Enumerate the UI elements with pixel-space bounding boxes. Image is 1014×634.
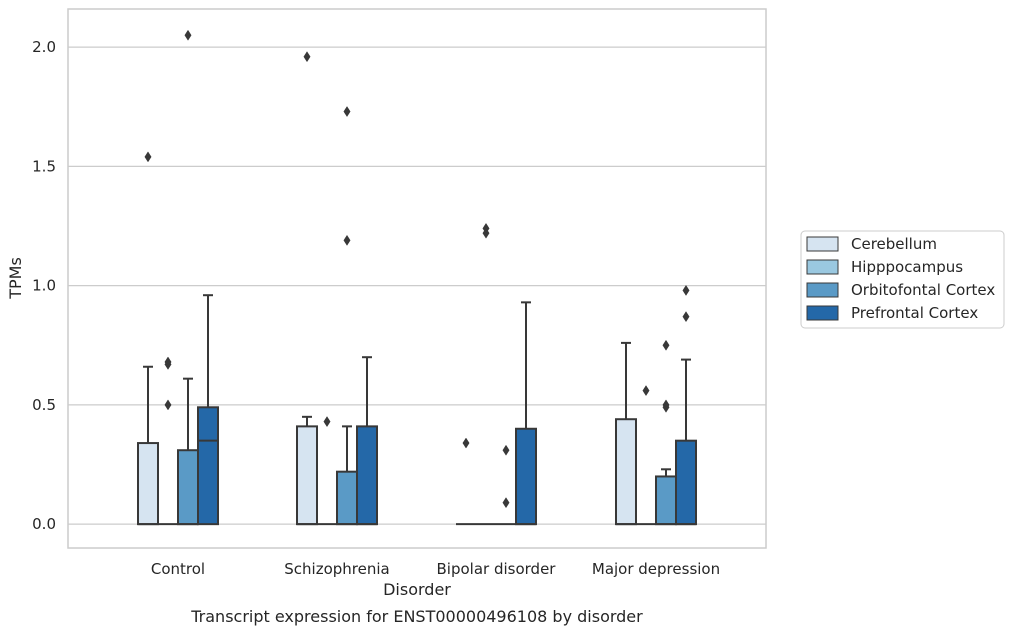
chart-caption: Transcript expression for ENST0000049610…: [190, 607, 643, 626]
box-iqr: [336, 470, 358, 526]
box-hipppocampus: [636, 385, 656, 526]
legend-label: Cerebellum: [851, 235, 937, 253]
box-iqr: [615, 418, 637, 526]
legend-swatch: [806, 259, 839, 275]
box-iqr: [137, 442, 159, 526]
box-prefrontal-cortex: [675, 284, 697, 526]
y-tick-label: 1.0: [32, 277, 56, 295]
outlier-point: [462, 437, 470, 449]
y-tick-label: 0.0: [32, 515, 56, 533]
box-orbitofontal-cortex: [496, 444, 516, 526]
outlier-point: [164, 356, 172, 368]
y-tick-label: 1.5: [32, 157, 56, 175]
box-cerebellum: [456, 437, 476, 526]
box-prefrontal-cortex: [197, 294, 219, 526]
box-cerebellum: [137, 151, 159, 526]
y-axis-title: TPMs: [6, 257, 25, 300]
y-tick-label: 2.0: [32, 38, 56, 56]
x-tick-labels: Control Schizophrenia Bipolar disorder Majo…: [151, 560, 720, 578]
outlier-point: [144, 151, 152, 163]
box-prefrontal-cortex: [515, 301, 537, 526]
outlier-point: [682, 311, 690, 323]
box-orbitofontal-cortex: [177, 29, 199, 526]
box-iqr: [675, 439, 697, 526]
box-iqr: [356, 425, 378, 526]
box-iqr: [515, 427, 537, 526]
legend-label: Prefrontal Cortex: [851, 304, 978, 322]
outlier-point: [184, 29, 192, 41]
legend-label: Orbitofontal Cortex: [851, 281, 995, 299]
outlier-point: [482, 222, 490, 234]
box-iqr: [655, 475, 677, 526]
outlier-point: [303, 51, 311, 63]
gridlines: [68, 46, 766, 525]
x-axis-title: Disorder: [383, 580, 451, 599]
legend-label: Hipppocampus: [851, 258, 963, 276]
plot-frame: [67, 8, 767, 549]
outlier-point: [662, 399, 670, 411]
box-hipppocampus: [158, 356, 178, 526]
box-orbitofontal-cortex: [336, 106, 358, 526]
legend: Cerebellum Hipppocampus Orbitofontal Corte…: [800, 230, 1005, 329]
y-tick-label: 0.5: [32, 396, 56, 414]
box-cerebellum: [615, 341, 637, 526]
outlier-point: [323, 416, 331, 428]
box-orbitofontal-cortex: [655, 339, 677, 526]
x-tick-label: Bipolar disorder: [437, 560, 557, 578]
box-iqr: [197, 406, 219, 526]
x-tick-label: Schizophrenia: [284, 560, 389, 578]
legend-swatch: [806, 236, 839, 252]
legend-swatch: [806, 305, 839, 321]
box-hipppocampus: [476, 222, 496, 526]
boxes: [137, 29, 697, 526]
y-tick-labels: 0.0 0.5 1.0 1.5 2.0: [32, 38, 56, 533]
x-tick-label: Major depression: [592, 560, 720, 578]
legend-swatch: [806, 282, 839, 298]
outlier-point: [343, 234, 351, 246]
outlier-point: [164, 399, 172, 411]
outlier-point: [502, 497, 510, 509]
box-hipppocampus: [317, 416, 337, 526]
legend-frame: [800, 230, 1005, 329]
box-iqr: [177, 449, 199, 526]
box-prefrontal-cortex: [356, 356, 378, 526]
x-tick-label: Control: [151, 560, 205, 578]
outlier-point: [642, 385, 650, 397]
outlier-point: [682, 284, 690, 296]
outlier-point: [343, 106, 351, 118]
outlier-point: [662, 339, 670, 351]
outlier-point: [502, 444, 510, 456]
box-iqr: [296, 425, 318, 526]
box-cerebellum: [296, 51, 318, 526]
